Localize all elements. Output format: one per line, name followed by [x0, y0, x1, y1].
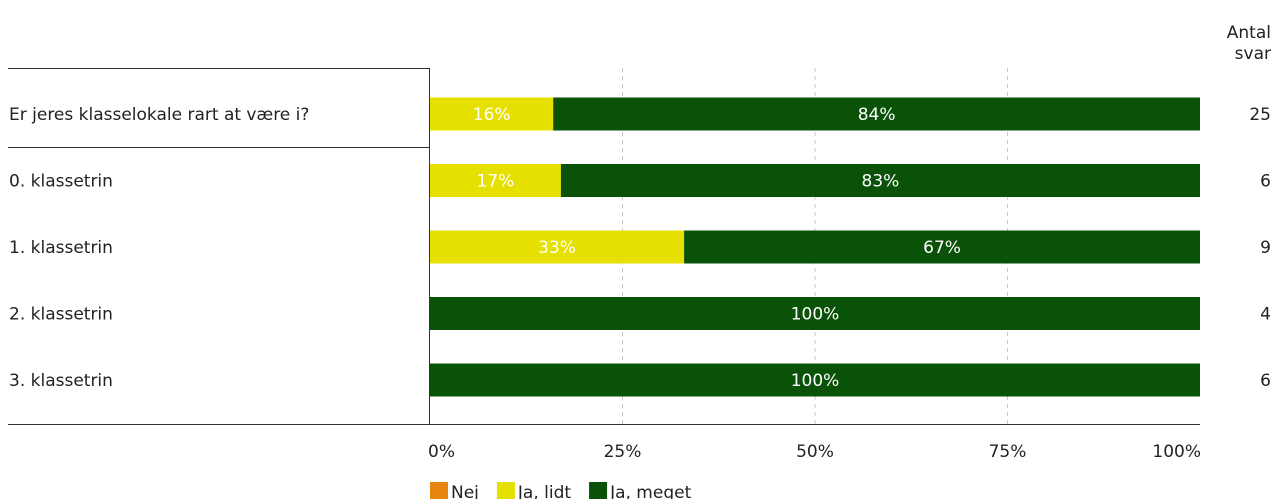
category-label: 1. klassetrin	[9, 238, 113, 258]
legend-swatch	[496, 482, 515, 499]
bar-value-label: 100%	[791, 371, 840, 391]
category-label: Er jeres klasselokale rart at være i?	[9, 105, 309, 125]
bar-value-label: 17%	[477, 172, 515, 192]
bar-segment	[430, 297, 1200, 330]
bar-segment	[560, 164, 1200, 197]
bar-segment	[430, 97, 554, 131]
chart-frame	[8, 68, 1200, 425]
bar-segment	[430, 363, 1200, 397]
response-count: 9	[1260, 238, 1271, 258]
response-count: 4	[1260, 305, 1271, 325]
legend-label: Ja, meget	[609, 483, 692, 499]
x-tick-label: 25%	[604, 442, 642, 462]
bar-segment	[430, 164, 561, 197]
category-label: 0. klassetrin	[9, 172, 113, 192]
count-header-label: Antal	[1227, 23, 1271, 43]
bar-segment	[553, 97, 1200, 131]
response-count: 6	[1260, 172, 1271, 192]
bar-value-label: 100%	[791, 305, 840, 325]
count-header-label: svar	[1235, 44, 1271, 64]
legend-swatch	[589, 482, 608, 499]
x-axis-ticks: 0% 25% 50% 75% 100%	[428, 442, 1201, 462]
bar-value-label: 83%	[862, 172, 900, 192]
category-label: 2. klassetrin	[9, 305, 113, 325]
legend: Nej Ja, lidt Ja, meget	[430, 482, 692, 499]
x-tick-label: 0%	[428, 442, 455, 462]
x-tick-label: 75%	[989, 442, 1027, 462]
bar-value-label: 33%	[538, 238, 576, 258]
response-count: 25	[1249, 105, 1271, 125]
bar-value-label: 67%	[923, 238, 961, 258]
x-tick-label: 50%	[796, 442, 834, 462]
category-labels: Er jeres klasselokale rart at være i? 0. …	[9, 105, 309, 391]
legend-swatch	[430, 482, 448, 499]
bar-segment	[684, 230, 1200, 264]
category-label: 3. klassetrin	[9, 371, 113, 391]
x-tick-label: 100%	[1152, 442, 1201, 462]
response-count: 6	[1260, 371, 1271, 391]
legend-label: Ja, lidt	[517, 483, 571, 499]
legend-label: Nej	[451, 483, 479, 499]
bar-value-label: 16%	[473, 105, 511, 125]
bar-value-label: 84%	[858, 105, 896, 125]
bars: 16% 84% 17% 83% 33% 67% 100% 100%	[430, 97, 1200, 397]
bar-segment	[430, 230, 685, 264]
